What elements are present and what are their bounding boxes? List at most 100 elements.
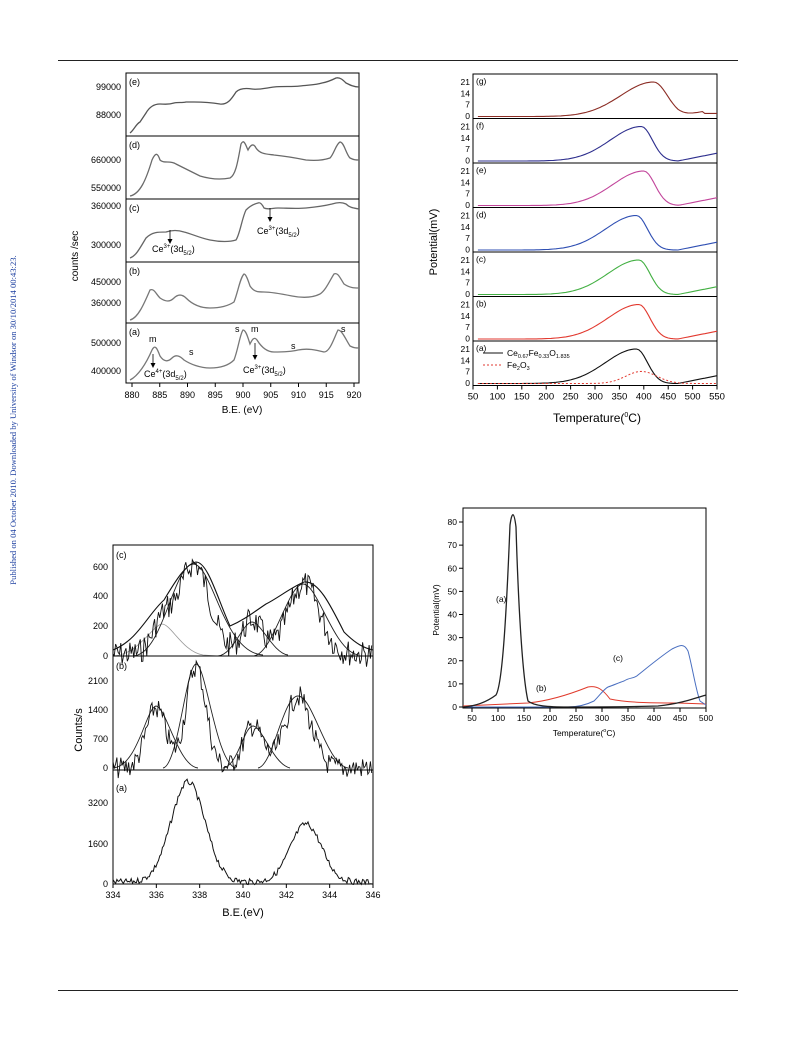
peak-mark-s: s (291, 341, 296, 351)
noisy-spectrum-c (112, 558, 373, 667)
y-tick-label: 0 (465, 200, 470, 210)
x-tick-label: 338 (192, 890, 207, 900)
y-axis-label: Potential(mV) (428, 209, 440, 276)
x-tick-label: 400 (636, 392, 652, 403)
spectrum-e (129, 77, 360, 134)
panel-label: (b) (476, 299, 487, 309)
ce4-annotation: Ce4+(3d5/2) (144, 369, 187, 382)
x-axis-label: B.E. (eV) (222, 405, 263, 416)
x-tick-label: 350 (621, 713, 635, 723)
y-tick-label: 7 (465, 233, 470, 243)
tpr-curve (477, 214, 718, 251)
ce3-annotation-right: Ce3+(3d5/2) (257, 226, 300, 239)
y-tick-label: 14 (461, 133, 471, 143)
y-tick-label: 21 (461, 344, 471, 354)
x-axis: 334 336 338 340 342 344 346 (105, 884, 381, 900)
y-tick-label: 0 (103, 651, 108, 661)
x-tick-label: 100 (491, 713, 505, 723)
curve-b-red (462, 686, 707, 707)
x-tick-label: 300 (595, 713, 609, 723)
x-axis-label: Temperature(0C) (553, 411, 641, 425)
panel-label: (d) (129, 140, 140, 150)
y-tick-label: 88000 (96, 110, 121, 120)
y-tick-label: 360000 (91, 298, 121, 308)
x-tick-label: 336 (149, 890, 164, 900)
y-tick-label: 300000 (91, 240, 121, 250)
peak-mark-m: m (149, 334, 157, 344)
x-tick-label: 150 (517, 713, 531, 723)
y-tick-label: 0 (103, 763, 108, 773)
x-tick-label: 344 (322, 890, 337, 900)
y-tick-label: 7 (465, 278, 470, 288)
x-tick-label: 340 (235, 890, 250, 900)
x-tick-label: 346 (365, 890, 380, 900)
y-tick-label: 0 (465, 111, 470, 121)
y-tick-label: 0 (465, 289, 470, 299)
panel-b: (b) 2100 1400 700 0 (88, 655, 374, 779)
y-tick-label: 400000 (91, 366, 121, 376)
y-tick-label: 0 (452, 702, 457, 712)
y-tick-label: 21 (461, 300, 471, 310)
x-tick-label: 150 (514, 392, 530, 403)
y-tick-label: 660000 (91, 155, 121, 165)
y-tick-label: 3200 (88, 798, 108, 808)
tpr-curve (477, 259, 718, 296)
tpr-curve (477, 170, 718, 207)
y-tick-label: 20 (448, 656, 458, 666)
tpr-curve (477, 303, 718, 340)
spectrum-b (129, 272, 360, 321)
panel-label: (e) (129, 77, 140, 87)
curve-a-black (462, 514, 707, 708)
spectrum-c (129, 201, 360, 259)
bottom-rule (58, 990, 738, 991)
y-tick-label: 360000 (91, 201, 121, 211)
curve-c-blue (463, 645, 707, 708)
y-tick-label: 0 (103, 879, 108, 889)
y-tick-label: 14 (461, 177, 471, 187)
peak-mark-s: s (341, 324, 346, 334)
figure-tpr-stack: Potential(mV) (g)211470(f)211470(e)21147… (428, 73, 725, 425)
curve-label-b: (b) (536, 683, 547, 693)
tpr-curve (477, 125, 718, 162)
panel-a: (a) 3200 1600 0 (88, 769, 374, 889)
curve-label-a: (a) (496, 594, 507, 604)
y-tick-label: 0 (465, 155, 470, 165)
y-tick-label: 7 (465, 144, 470, 154)
x-tick-label: 100 (489, 392, 505, 403)
x-tick-label: 200 (538, 392, 554, 403)
x-tick-label: 250 (563, 392, 579, 403)
panel-label: (c) (116, 550, 127, 560)
ce3-annotation-a: Ce3+(3d5/2) (243, 365, 286, 378)
x-tick-label: 300 (587, 392, 603, 403)
panel-label: (a) (476, 343, 487, 353)
peak-mark-m: m (251, 324, 259, 334)
x-tick-label: 500 (685, 392, 701, 403)
x-tick-label: 550 (709, 392, 725, 403)
ce3-annotation-left: Ce3+(3d5/2) (152, 244, 195, 257)
x-tick-label: 500 (699, 713, 713, 723)
y-axis-label: Counts/s (73, 708, 85, 752)
tpr-curve-fe2o3 (477, 370, 717, 384)
y-tick-label: 14 (461, 88, 471, 98)
x-tick-label: 200 (543, 713, 557, 723)
x-tick-label: 342 (279, 890, 294, 900)
top-rule (58, 60, 738, 61)
y-tick-label: 70 (448, 540, 458, 550)
panel-label: (d) (476, 210, 487, 220)
y-tick-label: 600 (93, 562, 108, 572)
x-tick-label: 880 (124, 390, 139, 400)
noisy-spectrum-b (112, 659, 373, 779)
y-tick-label: 21 (461, 255, 471, 265)
noisy-spectrum-a (112, 778, 372, 886)
y-tick-label: 21 (461, 122, 471, 132)
y-tick-label: 10 (448, 679, 458, 689)
x-tick-label: 920 (346, 390, 361, 400)
panel-label: (b) (129, 266, 140, 276)
x-tick-label: 905 (263, 390, 278, 400)
y-tick-label: 21 (461, 166, 471, 176)
y-tick-label: 7 (465, 367, 470, 377)
